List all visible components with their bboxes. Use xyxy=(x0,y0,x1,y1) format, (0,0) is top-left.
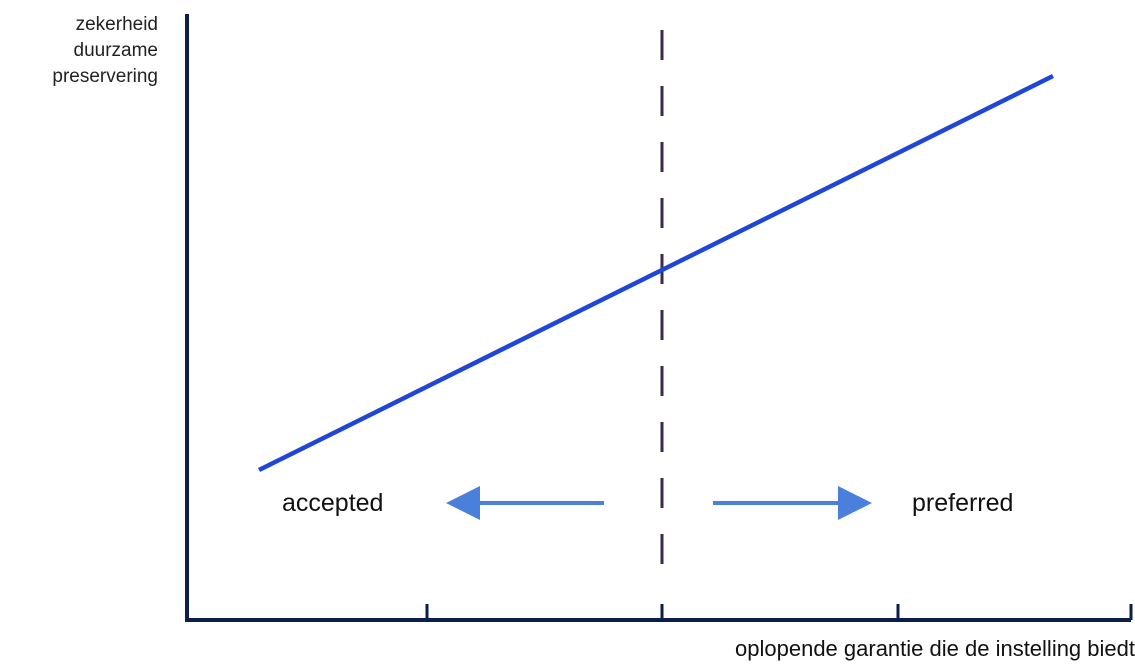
trend-line xyxy=(257,73,1055,473)
arrow-left-icon xyxy=(446,486,604,520)
preferred-label: preferred xyxy=(912,489,1014,517)
y-axis-label: zekerheid duurzame preservering xyxy=(0,12,158,90)
y-axis-label-line: zekerheid xyxy=(75,14,158,35)
arrow-right-icon xyxy=(713,486,872,520)
y-axis-label-line: duurzame xyxy=(73,40,159,61)
y-axis-label-line: preservering xyxy=(52,66,158,87)
accepted-label: accepted xyxy=(282,489,384,517)
x-axis-label: oplopende garantie die de instelling bie… xyxy=(735,636,1135,661)
